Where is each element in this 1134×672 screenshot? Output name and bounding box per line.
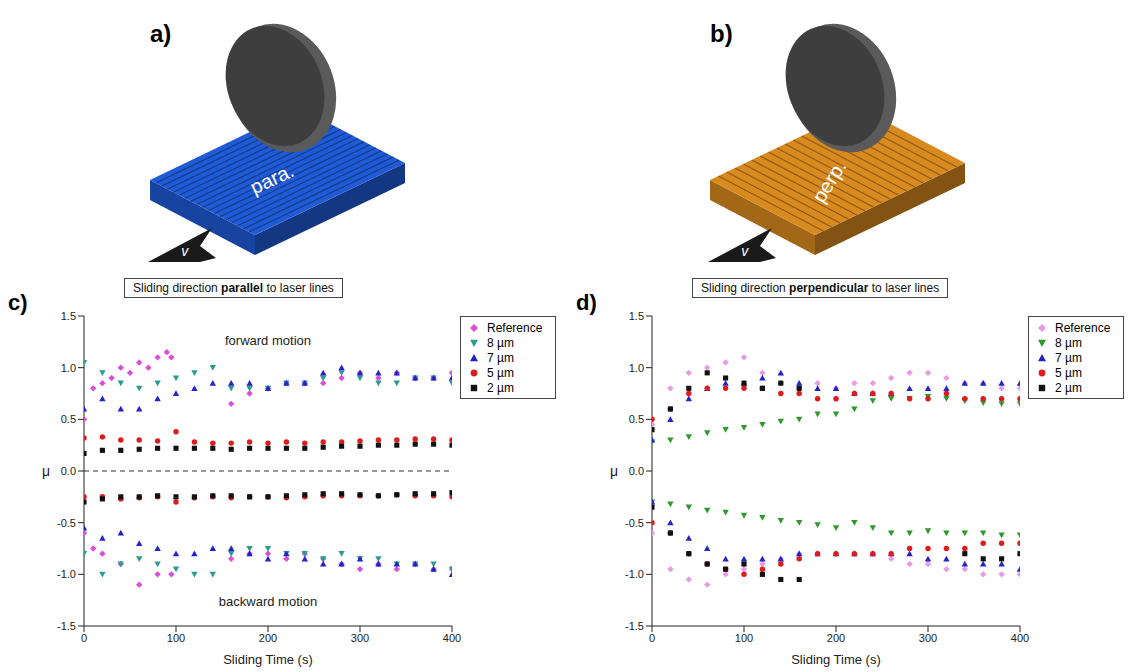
svg-text:300: 300 bbox=[919, 632, 937, 644]
svg-text:v⃗: v⃗ bbox=[741, 243, 759, 259]
svg-text:Sliding Time (s): Sliding Time (s) bbox=[791, 652, 881, 667]
svg-text:forward motion: forward motion bbox=[225, 333, 311, 348]
svg-text:200: 200 bbox=[827, 632, 845, 644]
svg-text:0: 0 bbox=[649, 632, 655, 644]
svg-text:a): a) bbox=[150, 20, 171, 47]
svg-text:0.5: 0.5 bbox=[61, 413, 76, 425]
svg-text:1.5: 1.5 bbox=[61, 310, 76, 322]
svg-text:μ: μ bbox=[42, 463, 50, 479]
svg-text:-1.5: -1.5 bbox=[625, 620, 644, 632]
svg-text:1.0: 1.0 bbox=[61, 362, 76, 374]
html-text:Sliding direction parallel to: Sliding direction parallel to laser line… bbox=[133, 281, 334, 295]
svg-text:400: 400 bbox=[443, 632, 461, 644]
svg-text:0.0: 0.0 bbox=[629, 465, 644, 477]
svg-text:-1.0: -1.0 bbox=[625, 568, 644, 580]
svg-text:μ: μ bbox=[610, 463, 618, 479]
svg-text:-0.5: -0.5 bbox=[57, 517, 76, 529]
svg-text:Sliding Time (s): Sliding Time (s) bbox=[223, 652, 313, 667]
html-text:5 µm: 5 µm bbox=[1055, 365, 1082, 380]
svg-text:-1.5: -1.5 bbox=[57, 620, 76, 632]
html-text:2 µm: 2 µm bbox=[487, 380, 514, 395]
svg-text:0.0: 0.0 bbox=[61, 465, 76, 477]
html-text:7 µm: 7 µm bbox=[487, 350, 514, 365]
html-text:Sliding direction perpendicula: Sliding direction perpendicular to laser… bbox=[701, 281, 940, 295]
svg-text:para.: para. bbox=[247, 159, 298, 198]
svg-text:-0.5: -0.5 bbox=[625, 517, 644, 529]
html-text:Reference: Reference bbox=[1055, 320, 1111, 335]
html-text:8 µm: 8 µm bbox=[487, 335, 514, 350]
svg-text:0: 0 bbox=[81, 632, 87, 644]
svg-text:-1.0: -1.0 bbox=[57, 568, 76, 580]
svg-text:100: 100 bbox=[735, 632, 753, 644]
svg-text:perp.: perp. bbox=[808, 156, 851, 206]
svg-text:backward motion: backward motion bbox=[219, 594, 317, 609]
svg-text:100: 100 bbox=[167, 632, 185, 644]
svg-text:1.0: 1.0 bbox=[629, 362, 644, 374]
html-text:2 µm: 2 µm bbox=[1055, 380, 1082, 395]
svg-text:1.5: 1.5 bbox=[629, 310, 644, 322]
html-text:d): d) bbox=[576, 290, 597, 315]
svg-text:200: 200 bbox=[259, 632, 277, 644]
html-text:5 µm: 5 µm bbox=[487, 365, 514, 380]
svg-text:v⃗: v⃗ bbox=[181, 243, 199, 259]
svg-text:0.5: 0.5 bbox=[629, 413, 644, 425]
html-text:8 µm: 8 µm bbox=[1055, 335, 1082, 350]
svg-text:b): b) bbox=[710, 20, 733, 47]
svg-text:300: 300 bbox=[351, 632, 369, 644]
svg-text:400: 400 bbox=[1011, 632, 1029, 644]
html-text:7 µm: 7 µm bbox=[1055, 350, 1082, 365]
html-text:Reference: Reference bbox=[487, 320, 543, 335]
html-text:c): c) bbox=[8, 290, 28, 315]
